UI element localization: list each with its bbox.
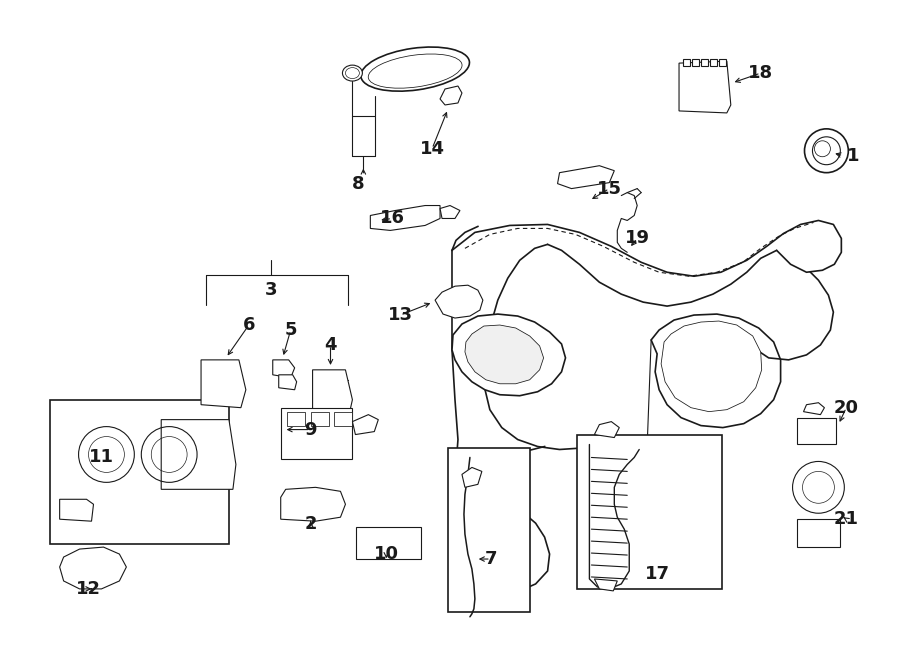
Text: 18: 18	[748, 64, 773, 82]
Text: 17: 17	[644, 565, 670, 583]
Text: 8: 8	[352, 175, 365, 192]
Text: 1: 1	[847, 147, 860, 165]
Text: 3: 3	[265, 281, 277, 299]
Circle shape	[814, 141, 831, 157]
Polygon shape	[435, 285, 483, 318]
Polygon shape	[710, 59, 717, 66]
Ellipse shape	[343, 65, 363, 81]
Text: 21: 21	[833, 510, 859, 528]
Text: 12: 12	[76, 580, 101, 598]
Text: 15: 15	[597, 180, 622, 198]
Text: 7: 7	[484, 550, 497, 568]
Circle shape	[793, 461, 844, 513]
Polygon shape	[804, 403, 824, 414]
Text: 5: 5	[284, 321, 297, 339]
Text: 9: 9	[304, 420, 317, 439]
Text: 13: 13	[388, 306, 413, 324]
Polygon shape	[683, 59, 690, 66]
Polygon shape	[719, 59, 725, 66]
Bar	[50, 400, 229, 544]
Polygon shape	[59, 499, 94, 521]
Text: 2: 2	[304, 515, 317, 533]
Polygon shape	[370, 206, 440, 231]
Text: 11: 11	[89, 448, 114, 467]
Circle shape	[805, 129, 849, 173]
Bar	[578, 434, 722, 589]
Polygon shape	[557, 166, 615, 188]
Polygon shape	[59, 547, 126, 589]
Polygon shape	[161, 420, 236, 489]
Bar	[356, 527, 421, 559]
Polygon shape	[312, 370, 353, 418]
Polygon shape	[452, 314, 565, 396]
Text: 20: 20	[833, 399, 859, 416]
Text: 4: 4	[324, 336, 337, 354]
Bar	[796, 519, 841, 547]
Polygon shape	[652, 314, 780, 428]
Polygon shape	[462, 467, 482, 487]
Polygon shape	[594, 579, 617, 591]
Polygon shape	[281, 487, 346, 521]
Text: 16: 16	[380, 210, 405, 227]
Bar	[796, 418, 836, 444]
Polygon shape	[273, 360, 294, 378]
Text: 19: 19	[625, 229, 650, 247]
Text: 14: 14	[419, 139, 445, 158]
Bar	[448, 447, 530, 612]
Polygon shape	[692, 59, 699, 66]
Text: 10: 10	[374, 545, 399, 563]
Polygon shape	[353, 414, 378, 434]
Polygon shape	[201, 360, 246, 408]
Polygon shape	[679, 61, 731, 113]
Polygon shape	[465, 325, 544, 384]
Bar	[335, 412, 353, 426]
Bar	[281, 408, 353, 459]
Polygon shape	[594, 422, 619, 438]
Text: 6: 6	[243, 316, 255, 334]
Polygon shape	[701, 59, 708, 66]
Bar	[287, 412, 304, 426]
Polygon shape	[440, 86, 462, 105]
Polygon shape	[662, 321, 761, 412]
Polygon shape	[279, 375, 297, 390]
Ellipse shape	[361, 47, 470, 91]
Bar	[310, 412, 328, 426]
Polygon shape	[440, 206, 460, 219]
